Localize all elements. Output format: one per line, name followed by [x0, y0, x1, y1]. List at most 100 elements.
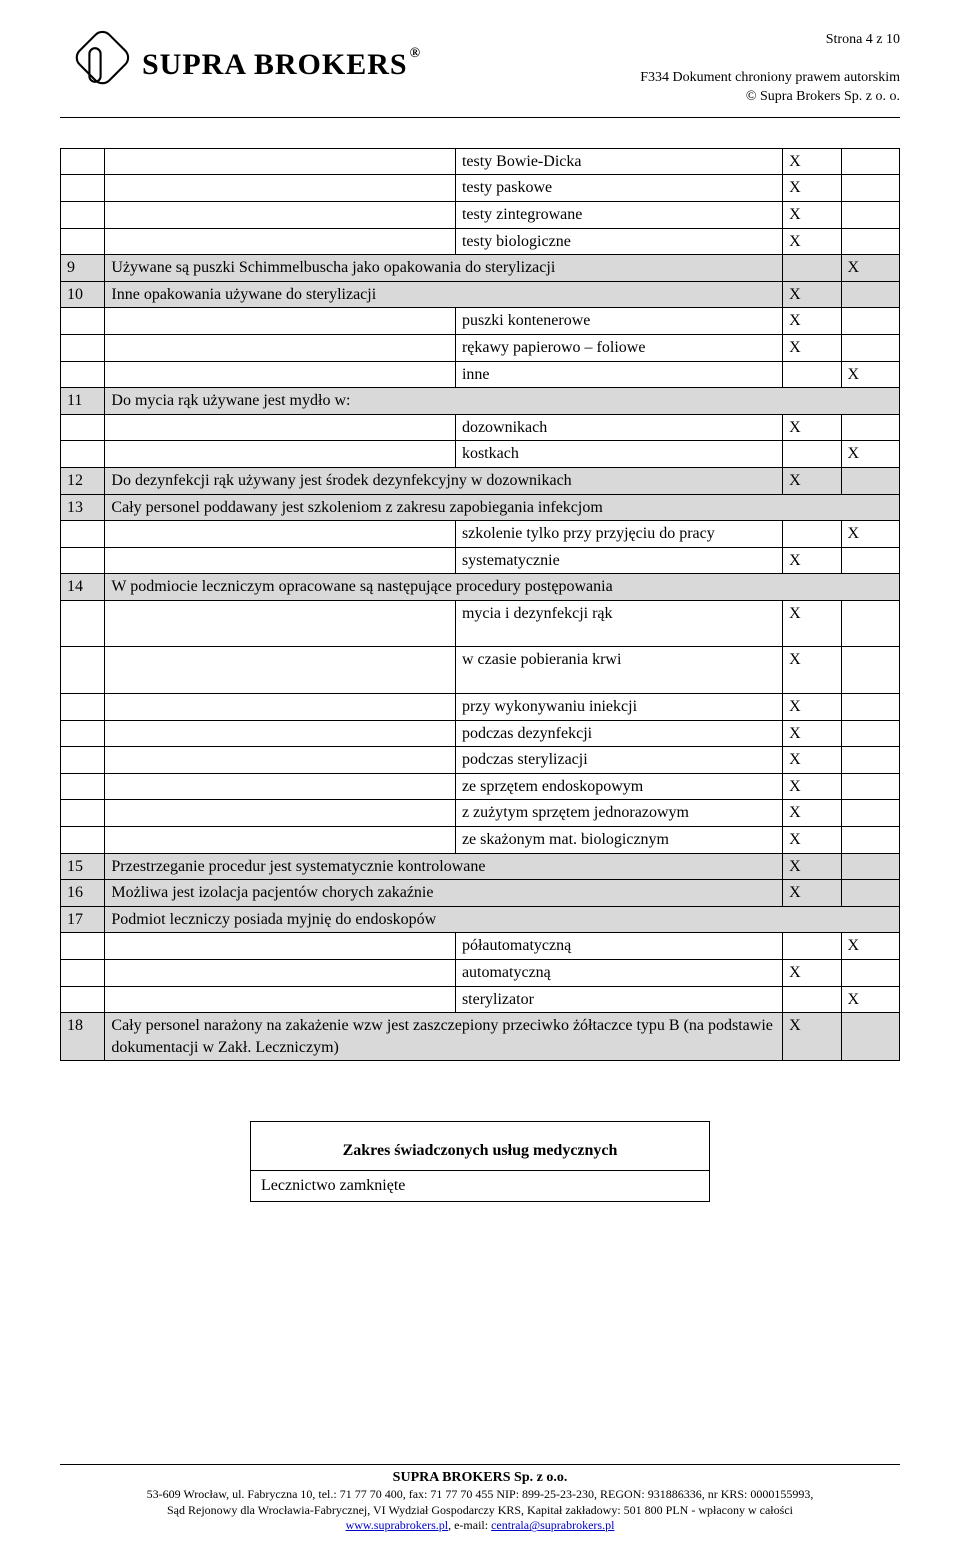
table-row: sterylizator X: [61, 986, 900, 1013]
cell-num: [61, 600, 105, 647]
table-row: 16Możliwa jest izolacja pacjentów choryc…: [61, 880, 900, 907]
cell-x1: X: [783, 175, 841, 202]
cell-num: [61, 521, 105, 548]
cell-num: [61, 773, 105, 800]
cell-label: w czasie pobierania krwi: [455, 647, 782, 694]
cell-x1: [783, 255, 841, 282]
cell-label: podczas dezynfekcji: [455, 720, 782, 747]
cell-num: [61, 441, 105, 468]
cell-x1: X: [783, 600, 841, 647]
cell-x1: [783, 441, 841, 468]
table-row: 9Używane są puszki Schimmelbuscha jako o…: [61, 255, 900, 282]
cell-x1: X: [783, 467, 841, 494]
cell-x2: [841, 334, 899, 361]
cell-x2: [841, 880, 899, 907]
cell-label: Do mycia rąk używane jest mydło w:: [105, 388, 900, 415]
cell-label: inne: [455, 361, 782, 388]
cell-blank: [105, 201, 456, 228]
cell-num: [61, 201, 105, 228]
cell-x1: X: [783, 414, 841, 441]
table-row: testy paskoweX: [61, 175, 900, 202]
services-row: Lecznictwo zamknięte: [251, 1171, 710, 1202]
cell-x2: [841, 1013, 899, 1061]
main-table: testy Bowie-DickaXtesty paskoweXtesty zi…: [60, 148, 900, 1062]
cell-blank: [105, 361, 456, 388]
cell-blank: [105, 334, 456, 361]
table-row: mycia i dezynfekcji rąkX: [61, 600, 900, 647]
footer-line1: 53-609 Wrocław, ul. Fabryczna 10, tel.: …: [60, 1487, 900, 1503]
cell-num: [61, 800, 105, 827]
cell-x2: [841, 148, 899, 175]
cell-label: Podmiot leczniczy posiada myjnię do endo…: [105, 906, 900, 933]
cell-label: dozownikach: [455, 414, 782, 441]
cell-blank: [105, 414, 456, 441]
cell-x1: X: [783, 827, 841, 854]
cell-x2: X: [841, 255, 899, 282]
cell-x1: X: [783, 547, 841, 574]
cell-label: ze sprzętem endoskopowym: [455, 773, 782, 800]
page-footer: SUPRA BROKERS Sp. z o.o. 53-609 Wrocław,…: [60, 1464, 900, 1534]
cell-blank: [105, 228, 456, 255]
cell-x1: X: [783, 334, 841, 361]
cell-label: Cały personel narażony na zakażenie wzw …: [105, 1013, 783, 1061]
cell-num: [61, 694, 105, 721]
table-row: 13Cały personel poddawany jest szkolenio…: [61, 494, 900, 521]
table-row: automatycznąX: [61, 960, 900, 987]
cell-num: 14: [61, 574, 105, 601]
footer-link-web[interactable]: www.suprabrokers.pl: [346, 1518, 449, 1532]
cell-label: Cały personel poddawany jest szkoleniom …: [105, 494, 900, 521]
cell-blank: [105, 308, 456, 335]
table-row: puszki konteneroweX: [61, 308, 900, 335]
cell-blank: [105, 521, 456, 548]
cell-label: przy wykonywaniu iniekcji: [455, 694, 782, 721]
cell-blank: [105, 933, 456, 960]
header-rule: [60, 117, 900, 118]
table-row: systematycznieX: [61, 547, 900, 574]
table-row: testy Bowie-DickaX: [61, 148, 900, 175]
cell-label: Przestrzeganie procedur jest systematycz…: [105, 853, 783, 880]
table-row: ze sprzętem endoskopowymX: [61, 773, 900, 800]
brand-text: SUPRA BROKERS: [142, 48, 408, 82]
cell-blank: [105, 148, 456, 175]
cell-blank: [105, 694, 456, 721]
cell-blank: [105, 600, 456, 647]
brand-block: SUPRA BROKERS ®: [60, 30, 421, 100]
cell-x2: [841, 747, 899, 774]
cell-x1: X: [783, 694, 841, 721]
cell-x2: [841, 960, 899, 987]
table-row: 10Inne opakowania używane do sterylizacj…: [61, 281, 900, 308]
table-row: 11Do mycia rąk używane jest mydło w:: [61, 388, 900, 415]
cell-label: podczas sterylizacji: [455, 747, 782, 774]
cell-num: [61, 175, 105, 202]
cell-x2: X: [841, 986, 899, 1013]
table-row: półautomatyczną X: [61, 933, 900, 960]
cell-num: 11: [61, 388, 105, 415]
cell-label: półautomatyczną: [455, 933, 782, 960]
cell-x1: X: [783, 281, 841, 308]
table-row: 17Podmiot leczniczy posiada myjnię do en…: [61, 906, 900, 933]
cell-blank: [105, 773, 456, 800]
cell-x2: X: [841, 933, 899, 960]
cell-x1: X: [783, 148, 841, 175]
cell-num: 18: [61, 1013, 105, 1061]
cell-x1: X: [783, 800, 841, 827]
cell-num: [61, 148, 105, 175]
cell-x2: [841, 827, 899, 854]
cell-label: Inne opakowania używane do sterylizacji: [105, 281, 783, 308]
table-row: kostkachX: [61, 441, 900, 468]
cell-x2: [841, 773, 899, 800]
cell-label: testy paskowe: [455, 175, 782, 202]
footer-link-email[interactable]: centrala@suprabrokers.pl: [491, 1518, 614, 1532]
cell-x2: [841, 201, 899, 228]
cell-num: [61, 334, 105, 361]
cell-label: ze skażonym mat. biologicznym: [455, 827, 782, 854]
cell-x1: X: [783, 880, 841, 907]
cell-x2: [841, 281, 899, 308]
cell-num: 12: [61, 467, 105, 494]
registered-icon: ®: [410, 46, 421, 62]
cell-num: 16: [61, 880, 105, 907]
cell-label: sterylizator: [455, 986, 782, 1013]
cell-x1: X: [783, 960, 841, 987]
cell-num: [61, 747, 105, 774]
cell-x1: X: [783, 228, 841, 255]
